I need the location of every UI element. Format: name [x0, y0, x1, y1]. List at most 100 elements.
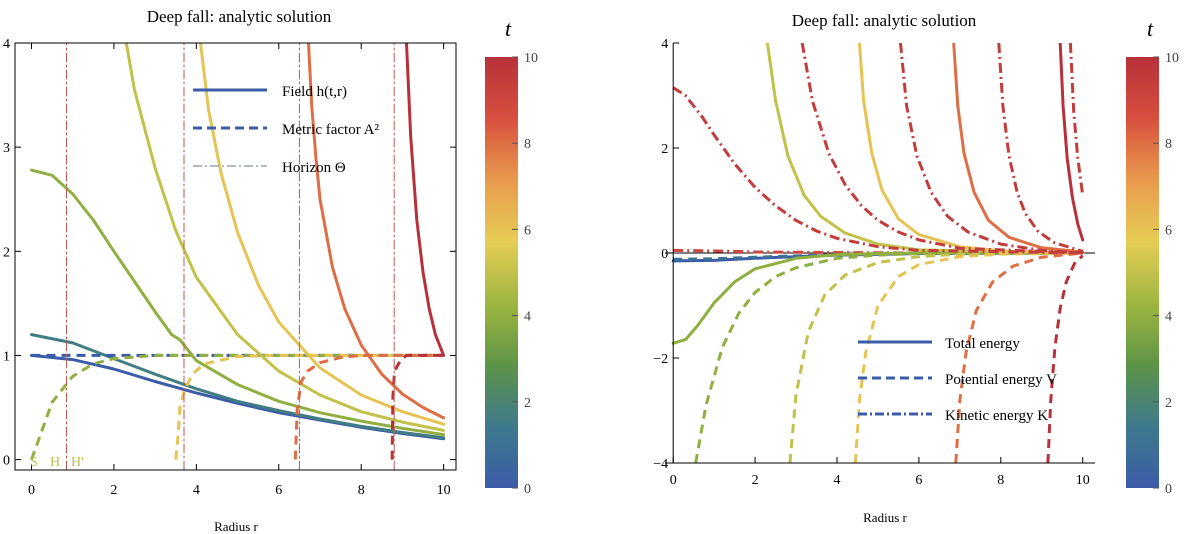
right-series-total-12: [1058, 43, 1085, 242]
left-series-field-15: [405, 43, 446, 357]
right-x-tick-label-0: 0: [670, 473, 677, 488]
left-series-field-1: [30, 333, 446, 440]
right-y-tick-label-0: −4: [653, 457, 668, 472]
left-chart: Deep fall: analytic solution 0 2 4 6 8 10 0 1 2…: [3, 7, 457, 534]
left-chart-title: Deep fall: analytic solution: [147, 7, 332, 26]
left-colorbar-tick-label-4: 8: [524, 137, 531, 152]
left-legend-item-metric: Metric factor A²: [193, 122, 379, 138]
left-colorbar-tick-label-2: 4: [524, 310, 531, 325]
annotation-s: S: [30, 455, 38, 470]
right-x-axis-label: Radius r: [863, 510, 907, 525]
left-series-metric-7: [174, 353, 444, 460]
left-legend-label-horizon: Horizon Θ: [282, 160, 346, 176]
left-series-field-12: [307, 43, 446, 420]
left-series-field-0: [30, 353, 446, 441]
left-x-ticks: 0 2 4 6 8 10: [28, 43, 451, 498]
left-series-metric-10: [293, 353, 444, 460]
left-x-tick-label-4: 8: [358, 483, 365, 498]
left-x-tick-label-1: 2: [110, 483, 117, 498]
left-plot-area: [30, 43, 446, 470]
right-series-potential-7: [853, 251, 1083, 463]
left-y-tick-label-0: 0: [3, 454, 10, 469]
right-series-total-5: [765, 43, 1085, 255]
annotation-h-prime: H': [71, 455, 84, 470]
left-x-tick-label-2: 4: [193, 483, 200, 498]
right-legend-label-potential: Potential energy V: [945, 372, 1057, 388]
left-colorbar-tick-label-0: 0: [524, 482, 531, 497]
right-x-ticks: 0 2 4 6 8 10: [670, 457, 1090, 488]
right-series-potential-9: [954, 251, 1083, 463]
right-colorbar-tick-label-5: 10: [1165, 51, 1179, 66]
left-series-metric-4: [30, 353, 444, 461]
right-x-tick-label-2: 4: [834, 473, 841, 488]
left-colorbar: t 0 2 4 6 8 10: [485, 16, 538, 497]
right-series-kinetic-14: [800, 43, 1083, 255]
right-colorbar-tick-label-4: 8: [1165, 137, 1172, 152]
left-series-field-6: [124, 43, 446, 432]
left-x-axis-label: Radius r: [214, 519, 258, 534]
left-y-ticks: 0 1 2 3 4: [3, 37, 456, 469]
right-y-tick-label-1: −2: [653, 352, 668, 367]
left-y-tick-label-1: 1: [3, 349, 10, 364]
right-series-total-3: [671, 251, 1085, 345]
left-legend-item-field: Field h(t,r): [193, 84, 347, 100]
right-legend-item-kinetic: Kinetic energy K: [858, 408, 1048, 424]
left-colorbar-tick-label-3: 6: [524, 223, 531, 238]
left-legend-label-metric: Metric factor A²: [282, 122, 379, 138]
right-series-kinetic-2: [673, 248, 1083, 255]
right-colorbar: t 0 2 4 6 8 10: [1126, 16, 1179, 497]
left-legend-label-field: Field h(t,r): [282, 84, 347, 100]
right-series-total-8: [858, 43, 1085, 255]
left-frame-rect: [14, 42, 457, 471]
right-chart-title: Deep fall: analytic solution: [792, 11, 977, 30]
right-series-potential-4: [694, 251, 1083, 463]
left-x-tick-label-5: 10: [437, 483, 451, 498]
right-colorbar-tick-label-2: 4: [1165, 310, 1172, 325]
right-series-kinetic-16: [997, 43, 1084, 253]
right-x-tick-label-4: 8: [997, 473, 1004, 488]
left-y-tick-label-3: 3: [3, 141, 10, 156]
right-series-potential-6: [788, 251, 1083, 463]
left-series-metric-13: [390, 353, 444, 460]
right-y-tick-label-4: 4: [661, 37, 668, 52]
right-x-tick-label-3: 6: [915, 473, 922, 488]
right-legend-item-total: Total energy: [858, 336, 1020, 352]
right-colorbar-ticks: 0 2 4 6 8 10: [1153, 51, 1179, 497]
left-colorbar-tick-label-1: 2: [524, 396, 531, 411]
right-y-ticks: −4 −2 0 2 4: [653, 37, 680, 472]
right-legend-item-potential: Potential energy V: [858, 372, 1057, 388]
annotation-h: H: [50, 455, 60, 470]
left-legend-item-horizon: Horizon Θ: [193, 160, 346, 176]
left-y-tick-label-4: 4: [3, 37, 10, 52]
left-colorbar-tick-label-5: 10: [524, 51, 538, 66]
right-colorbar-tick-label-3: 6: [1165, 223, 1172, 238]
right-colorbar-tick-label-1: 2: [1165, 396, 1172, 411]
right-x-tick-label-5: 10: [1076, 473, 1090, 488]
right-series-kinetic-13: [672, 86, 1083, 255]
right-legend-label-kinetic: Kinetic energy K: [945, 408, 1048, 424]
right-colorbar-tick-label-0: 0: [1165, 482, 1172, 497]
left-colorbar-label: t: [505, 16, 512, 41]
left-legend: Field h(t,r) Metric factor A² Horizon Θ: [193, 84, 379, 176]
right-x-tick-label-1: 2: [752, 473, 759, 488]
left-x-tick-label-3: 6: [275, 483, 282, 498]
right-series-kinetic-15: [899, 43, 1083, 255]
right-series-total-10: [952, 43, 1085, 254]
left-colorbar-bar: [485, 57, 518, 488]
right-legend-label-total: Total energy: [945, 336, 1020, 352]
right-series-kinetic-17: [1068, 43, 1085, 196]
left-x-tick-label-0: 0: [28, 483, 35, 498]
right-legend: Total energy Potential energy V Kinetic …: [858, 336, 1057, 424]
right-chart: Deep fall: analytic solution 0 2 4 6 8 10 −4−…: [653, 11, 1095, 525]
right-plot-area: [665, 43, 1095, 463]
left-plot-frame: [14, 42, 457, 471]
left-colorbar-ticks: 0 2 4 6 8 10: [512, 51, 538, 497]
right-y-tick-label-2: 0: [661, 247, 668, 262]
left-series-field-9: [199, 43, 446, 426]
right-colorbar-label: t: [1147, 16, 1154, 41]
right-colorbar-bar: [1126, 57, 1159, 488]
left-annotations: S H H': [30, 455, 84, 470]
left-y-tick-label-2: 2: [3, 245, 10, 260]
right-y-tick-label-3: 2: [661, 142, 668, 157]
